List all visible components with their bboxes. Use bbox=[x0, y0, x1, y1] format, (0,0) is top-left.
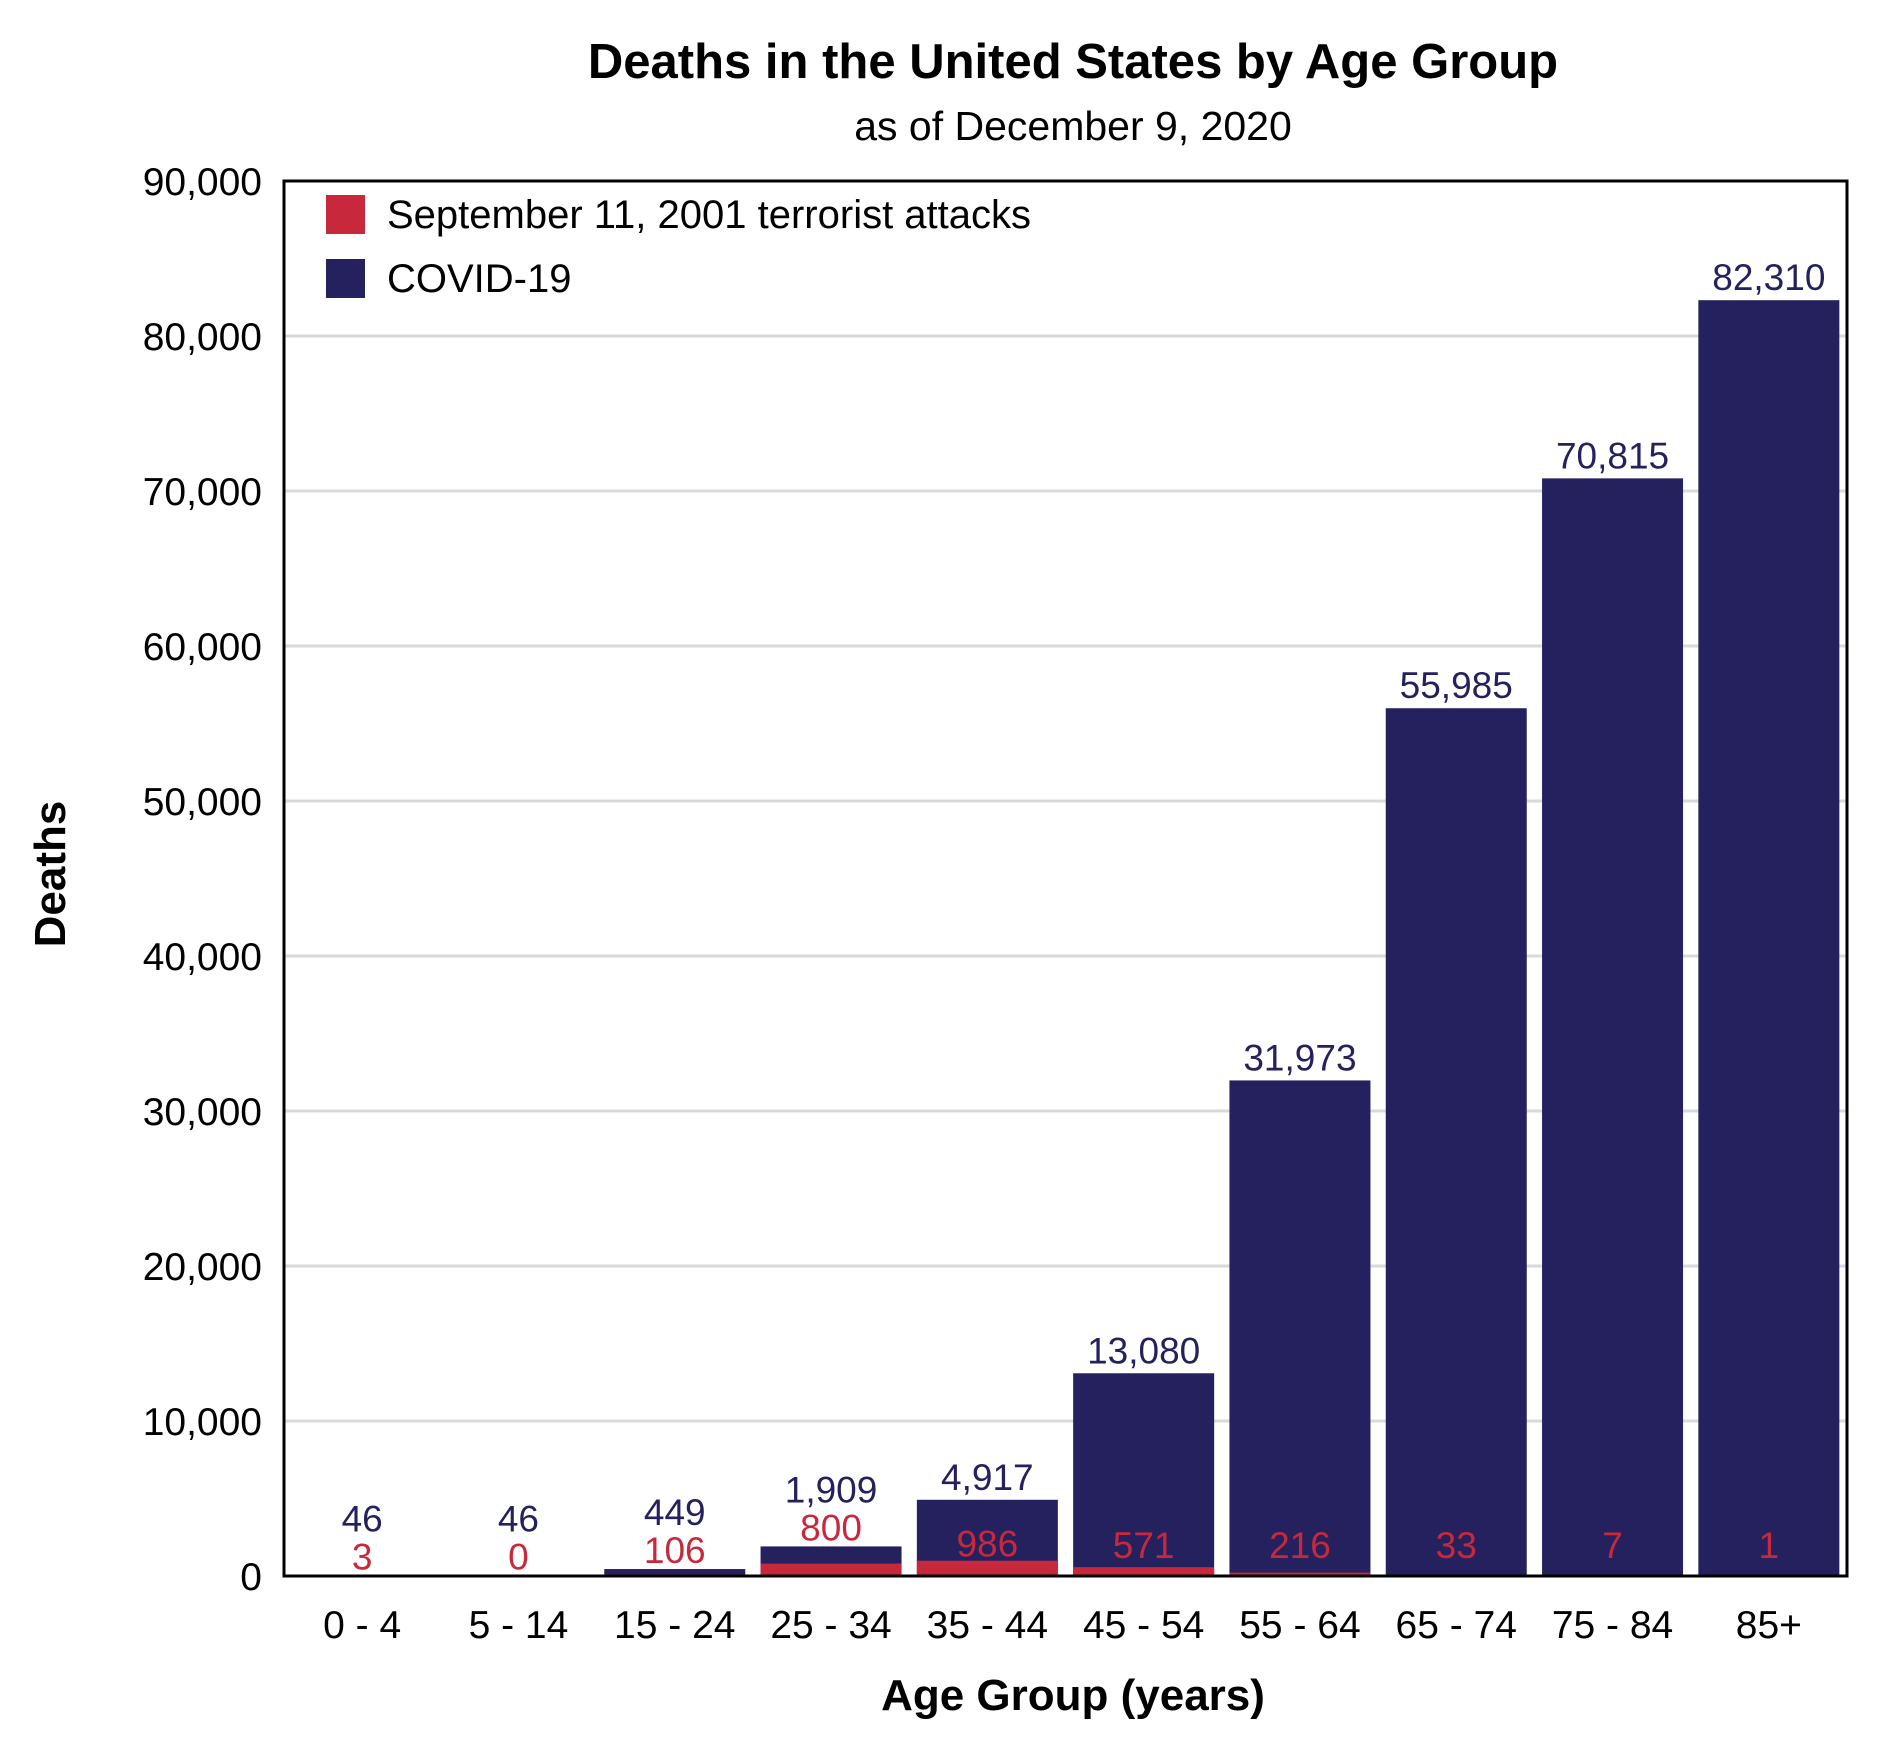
y-tick-label: 30,000 bbox=[143, 1091, 262, 1134]
data-label-sept11: 216 bbox=[1269, 1525, 1331, 1566]
legend-label: September 11, 2001 terrorist attacks bbox=[387, 193, 1031, 237]
x-tick-label: 0 - 4 bbox=[323, 1604, 401, 1647]
data-label-sept11: 1 bbox=[1759, 1525, 1780, 1566]
data-label-sept11: 106 bbox=[644, 1530, 706, 1571]
y-tick-label: 90,000 bbox=[143, 161, 262, 204]
legend-label: COVID-19 bbox=[387, 257, 572, 301]
data-label-covid: 4,917 bbox=[941, 1457, 1034, 1498]
data-label-covid: 31,973 bbox=[1243, 1037, 1356, 1078]
data-label-covid: 46 bbox=[342, 1498, 383, 1539]
x-axis-title: Age Group (years) bbox=[881, 1671, 1265, 1720]
bar-sept11 bbox=[1073, 1567, 1215, 1576]
x-tick-label: 5 - 14 bbox=[469, 1604, 569, 1647]
data-label-covid: 449 bbox=[644, 1492, 706, 1533]
y-tick-label: 80,000 bbox=[143, 316, 262, 359]
data-label-sept11: 571 bbox=[1113, 1525, 1175, 1566]
data-label-covid: 70,815 bbox=[1556, 435, 1669, 476]
x-tick-label: 15 - 24 bbox=[614, 1604, 735, 1647]
data-label-sept11: 3 bbox=[352, 1536, 373, 1577]
y-tick-label: 40,000 bbox=[143, 936, 262, 979]
x-tick-label: 55 - 64 bbox=[1239, 1604, 1360, 1647]
bar-sept11 bbox=[1229, 1572, 1371, 1576]
bar-sept11 bbox=[760, 1563, 902, 1576]
y-tick-label: 60,000 bbox=[143, 626, 262, 669]
gridlines bbox=[284, 334, 1847, 1423]
bar-sept11 bbox=[916, 1560, 1058, 1576]
bar-covid bbox=[1229, 1080, 1371, 1576]
y-tick-label: 70,000 bbox=[143, 471, 262, 514]
bar-covid bbox=[1073, 1373, 1215, 1576]
x-tick-label: 45 - 54 bbox=[1083, 1604, 1204, 1647]
x-tick-label: 35 - 44 bbox=[927, 1604, 1048, 1647]
legend: September 11, 2001 terrorist attacks COVI… bbox=[326, 193, 1031, 301]
x-tick-label: 65 - 74 bbox=[1396, 1604, 1517, 1647]
data-label-sept11: 800 bbox=[800, 1507, 862, 1548]
data-label-covid: 55,985 bbox=[1400, 665, 1513, 706]
axes: 0 10,000 20,000 30,000 40,000 50,000 60,000 70,… bbox=[143, 161, 1849, 1647]
y-tick-label: 20,000 bbox=[143, 1246, 262, 1289]
legend-swatch bbox=[326, 259, 365, 298]
bar-covid bbox=[604, 1569, 746, 1576]
data-label-sept11: 33 bbox=[1436, 1525, 1477, 1566]
data-label-covid: 13,080 bbox=[1087, 1330, 1200, 1371]
data-label-covid: 1,909 bbox=[785, 1469, 878, 1510]
x-tick-label: 25 - 34 bbox=[770, 1604, 891, 1647]
data-label-sept11: 0 bbox=[508, 1536, 529, 1577]
data-label-sept11: 7 bbox=[1602, 1525, 1623, 1566]
bars bbox=[291, 300, 1840, 1577]
bar-covid bbox=[1542, 478, 1684, 1577]
bar-covid bbox=[1698, 300, 1840, 1576]
y-tick-label: 10,000 bbox=[143, 1401, 262, 1444]
data-labels: 4634604491061,9098004,91798613,08057131,… bbox=[342, 257, 1826, 1577]
data-label-sept11: 986 bbox=[956, 1524, 1018, 1565]
x-tick-label: 85+ bbox=[1736, 1604, 1802, 1647]
y-tick-label: 50,000 bbox=[143, 781, 262, 824]
bar-covid bbox=[1385, 708, 1527, 1576]
chart-subtitle: as of December 9, 2020 bbox=[854, 103, 1292, 149]
chart-title: Deaths in the United States by Age Group bbox=[588, 35, 1558, 89]
plot-frame bbox=[282, 179, 1849, 1578]
y-tick-label: 0 bbox=[240, 1556, 262, 1599]
y-axis-title: Deaths bbox=[26, 801, 75, 948]
data-label-covid: 46 bbox=[498, 1498, 539, 1539]
x-tick-label: 75 - 84 bbox=[1552, 1604, 1673, 1647]
data-label-covid: 82,310 bbox=[1712, 257, 1825, 298]
legend-swatch bbox=[326, 195, 365, 234]
